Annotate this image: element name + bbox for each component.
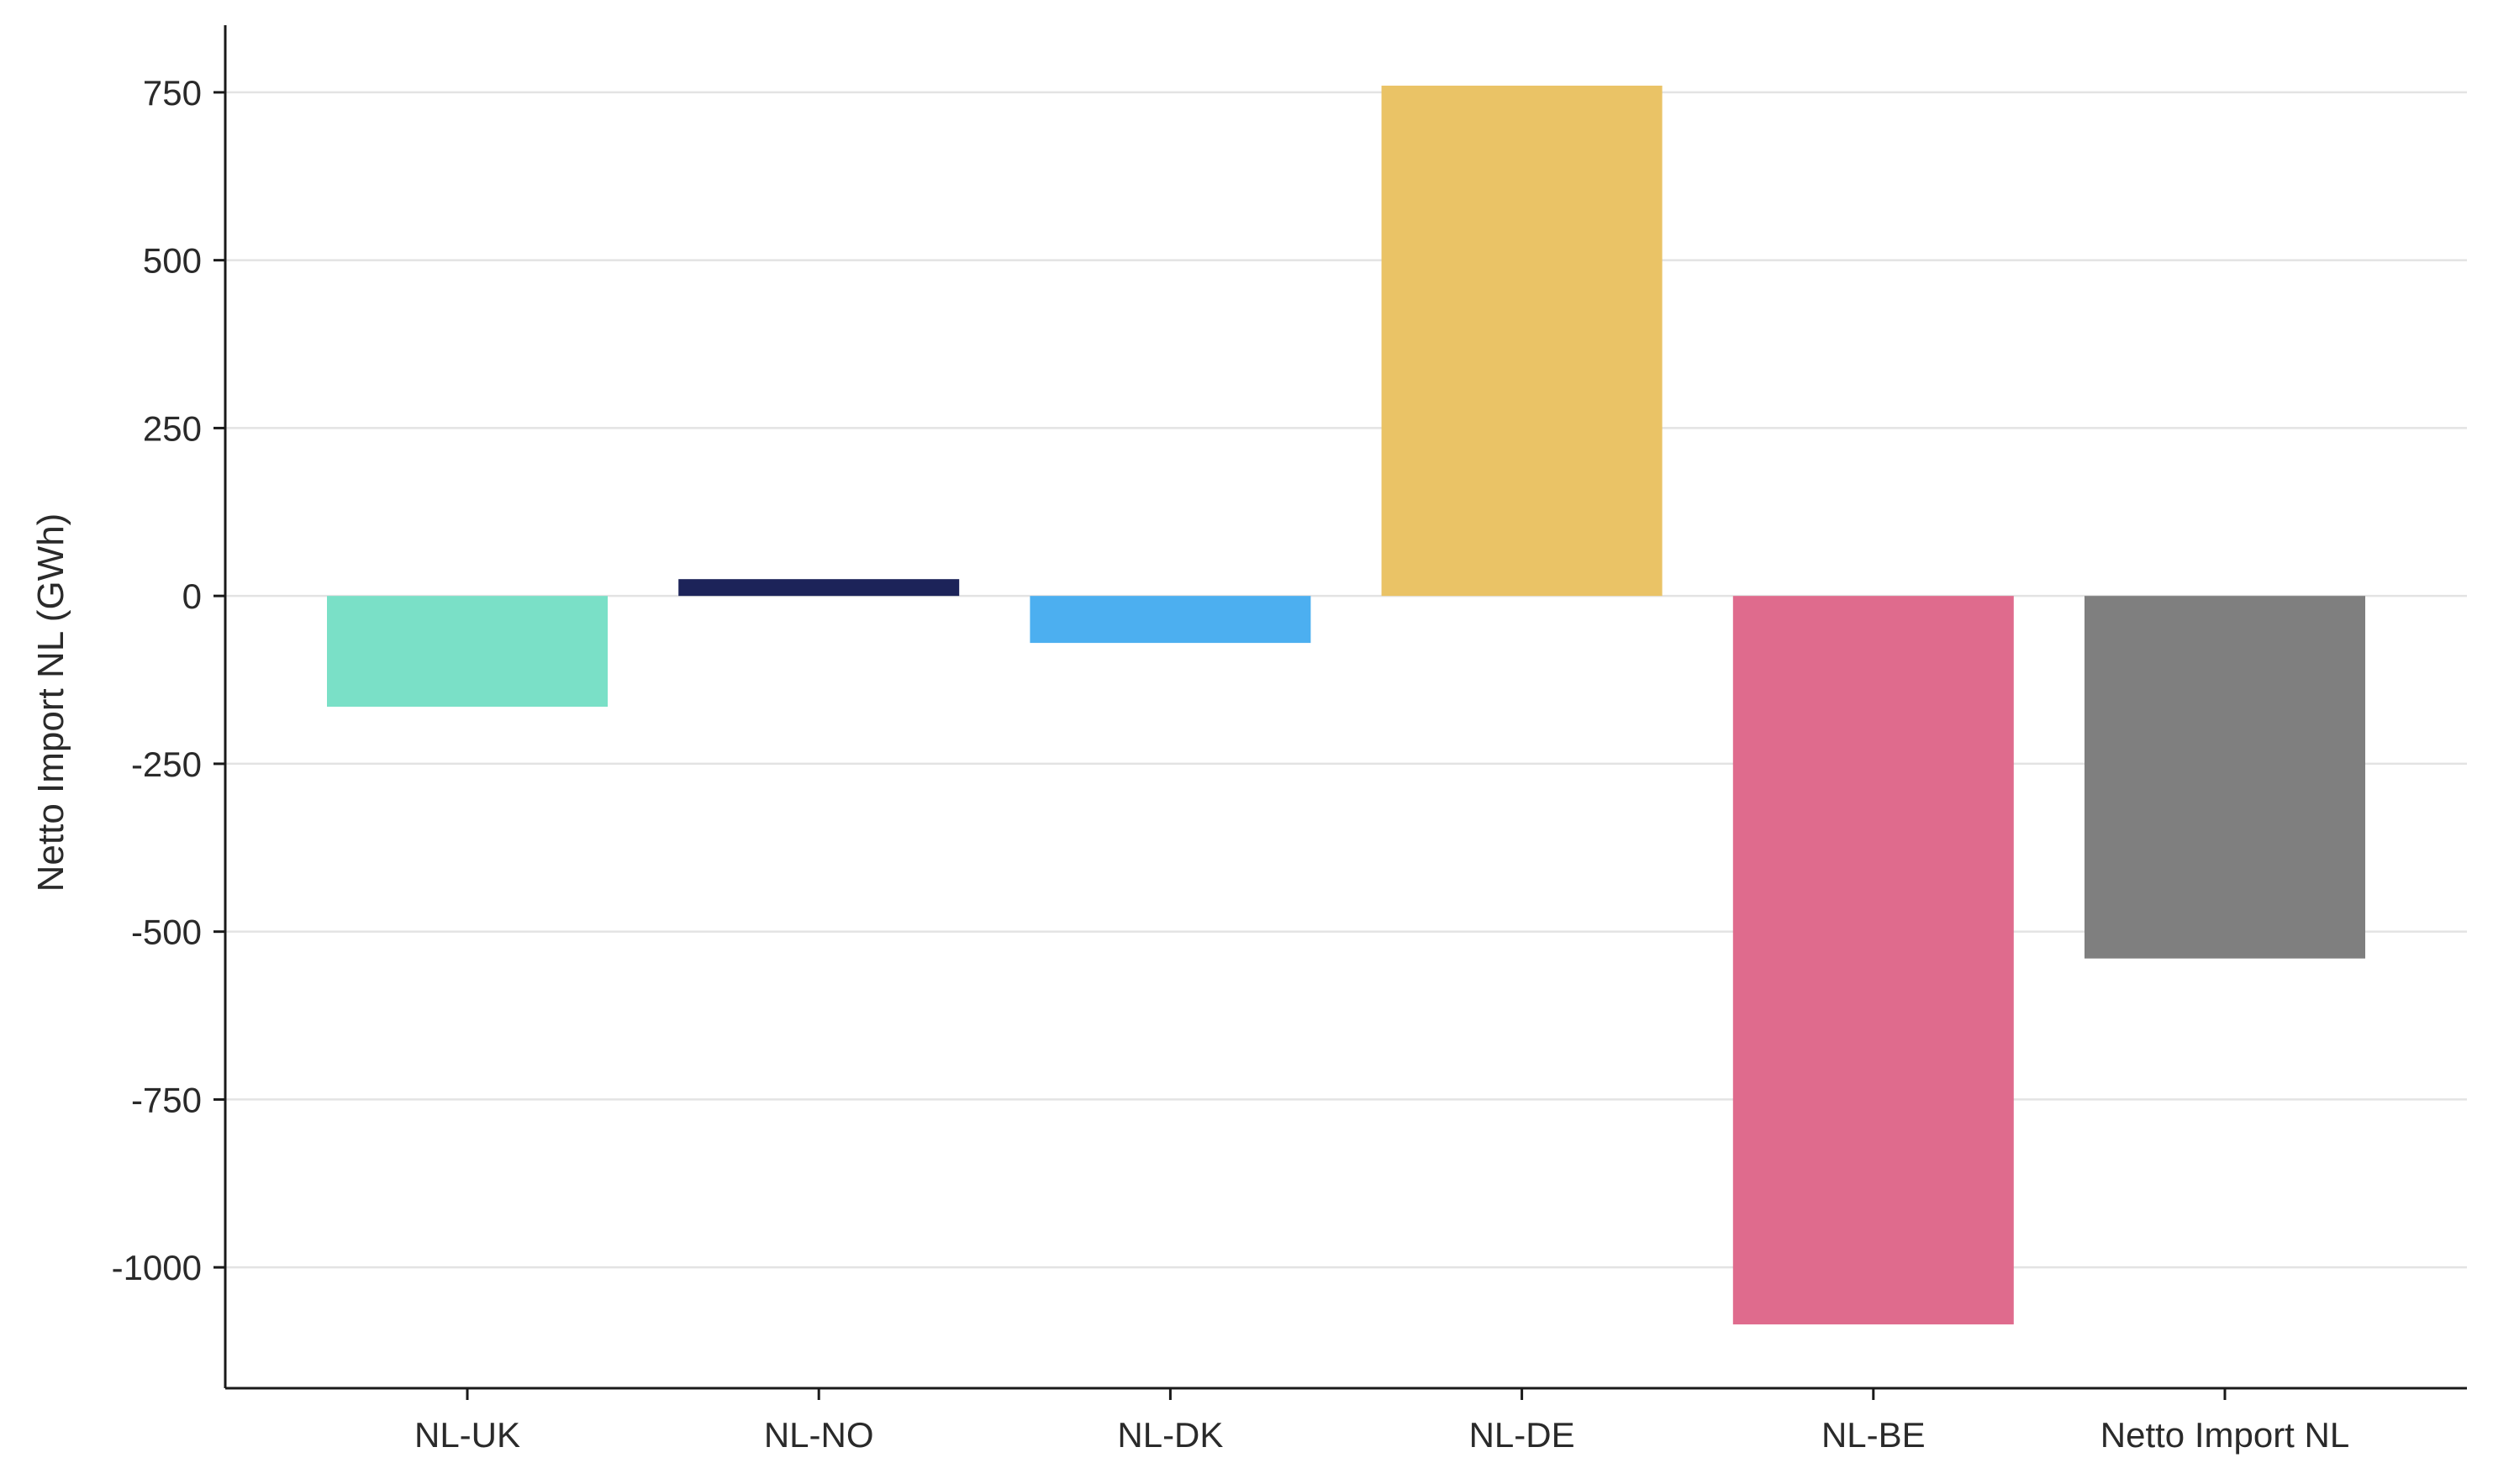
x-tick-label: NL-UK xyxy=(414,1415,520,1455)
bar-nl-no xyxy=(678,579,960,597)
y-tick-label: -1000 xyxy=(112,1248,202,1287)
y-tick-label: 0 xyxy=(182,576,202,616)
bar-nl-uk xyxy=(327,596,608,707)
bars xyxy=(327,85,2365,1325)
x-tick-label: NL-NO xyxy=(764,1415,874,1455)
x-tick-label: NL-DE xyxy=(1469,1415,1575,1455)
y-tick-label: 500 xyxy=(143,241,202,281)
y-tick-label: -750 xyxy=(131,1080,202,1119)
bar-nl-be xyxy=(1732,596,2014,1325)
y-tick-label: -250 xyxy=(131,745,202,784)
x-tick-label: Netto Import NL xyxy=(2100,1415,2349,1455)
bar-nl-dk xyxy=(1030,596,1311,644)
y-axis-title: Netto Import NL (GWh) xyxy=(30,513,71,892)
y-axis: 750 500 250 0 -250 -500 -750 -1000 xyxy=(112,25,227,1388)
bar-netto-import-nl xyxy=(2085,596,2365,959)
x-tick-label: NL-BE xyxy=(1821,1415,1926,1455)
y-tick-label: 250 xyxy=(143,408,202,448)
bar-nl-de xyxy=(1381,85,1663,597)
x-tick-label: NL-DK xyxy=(1117,1415,1223,1455)
y-tick-label: -500 xyxy=(131,913,202,952)
y-tick-label: 750 xyxy=(143,73,202,113)
x-axis: NL-UK NL-NO NL-DK NL-DE NL-BE Netto Import NL xyxy=(225,1387,2467,1455)
